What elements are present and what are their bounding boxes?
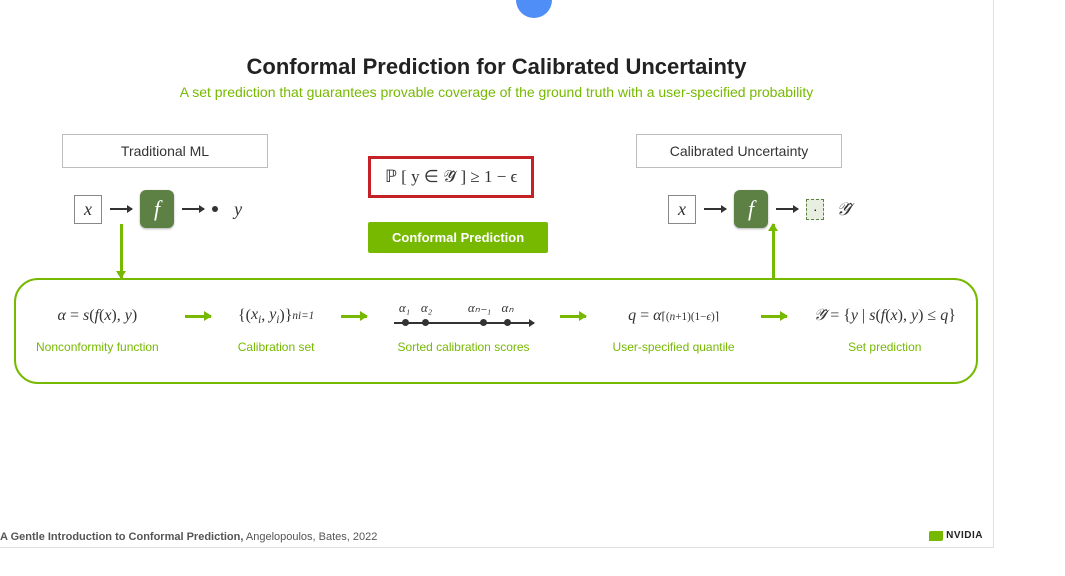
score-dot bbox=[402, 319, 409, 326]
alpha-label: αₙ₋₁ bbox=[468, 300, 491, 316]
step-sorted-scores: α₁ α₂ αₙ₋₁ αₙ Sorted calibration scores bbox=[394, 302, 534, 354]
axis-line bbox=[394, 322, 534, 324]
arrow-icon bbox=[776, 208, 798, 210]
score-dot bbox=[504, 319, 511, 326]
arrow-icon bbox=[182, 208, 204, 210]
output-set: 𝒴̂ bbox=[836, 199, 850, 220]
step-label: User-specified quantile bbox=[613, 340, 735, 354]
tab-indicator bbox=[516, 0, 552, 18]
citation-title: A Gentle Introduction to Conformal Predi… bbox=[0, 531, 243, 543]
slide: Conformal Prediction for Calibrated Unce… bbox=[0, 0, 994, 548]
formula: {(xi, yi)}ni=1 bbox=[238, 302, 314, 330]
arrow-icon bbox=[704, 208, 726, 210]
output-y: y bbox=[234, 199, 242, 220]
number-line: α₁ α₂ αₙ₋₁ αₙ bbox=[394, 302, 534, 330]
alpha-label: αₙ bbox=[502, 300, 514, 316]
step-quantile: q = α⌈(n+1)(1−ϵ)⌉ User-specified quantil… bbox=[613, 302, 735, 354]
arrow-up-icon bbox=[772, 224, 775, 278]
alpha-label: α₁ bbox=[399, 300, 410, 316]
input-x: x bbox=[74, 195, 102, 224]
formula: α = s(f(x), y) bbox=[58, 302, 138, 330]
model-f: f bbox=[140, 190, 174, 228]
alpha-label: α₂ bbox=[421, 300, 432, 316]
formula: 𝒴̂ = {y | s(f(x), y) ≤ q} bbox=[814, 302, 956, 330]
arrow-icon bbox=[185, 315, 211, 318]
step-nonconformity: α = s(f(x), y) Nonconformity function bbox=[36, 302, 159, 354]
nvidia-logo: nvidia bbox=[929, 530, 983, 541]
arrow-icon bbox=[110, 208, 132, 210]
traditional-ml-flow: x f y bbox=[74, 190, 242, 228]
arrow-icon bbox=[761, 315, 787, 318]
score-dot bbox=[480, 319, 487, 326]
calibrated-flow: x f · 𝒴̂ bbox=[668, 190, 851, 228]
arrow-down-icon bbox=[120, 224, 123, 278]
arrow-icon bbox=[560, 315, 586, 318]
citation-authors: Angelopoulos, Bates, 2022 bbox=[243, 531, 377, 543]
citation: A Gentle Introduction to Conformal Predi… bbox=[0, 531, 377, 543]
calibrated-uncertainty-box: Calibrated Uncertainty bbox=[636, 134, 842, 168]
formula: q = α⌈(n+1)(1−ϵ)⌉ bbox=[628, 302, 719, 330]
pipeline: α = s(f(x), y) Nonconformity function {(… bbox=[14, 278, 978, 384]
traditional-ml-box: Traditional ML bbox=[62, 134, 268, 168]
model-f: f bbox=[734, 190, 768, 228]
step-label: Calibration set bbox=[238, 340, 315, 354]
nvidia-text: nvidia bbox=[946, 530, 983, 541]
prob-formula: ℙ [ y ∈ 𝒴̂ ] ≥ 1 − ϵ bbox=[385, 167, 517, 186]
step-label: Set prediction bbox=[848, 340, 921, 354]
arrow-icon bbox=[341, 315, 367, 318]
probability-guarantee: ℙ [ y ∈ 𝒴̂ ] ≥ 1 − ϵ bbox=[368, 156, 534, 198]
point-output-icon bbox=[212, 206, 218, 212]
conformal-prediction-pill: Conformal Prediction bbox=[368, 222, 548, 253]
slide-title: Conformal Prediction for Calibrated Unce… bbox=[0, 54, 993, 80]
score-dot bbox=[422, 319, 429, 326]
nvidia-eye-icon bbox=[929, 531, 943, 541]
set-box-icon: · bbox=[806, 199, 824, 220]
slide-subtitle: A set prediction that guarantees provabl… bbox=[0, 84, 993, 100]
step-set-prediction: 𝒴̂ = {y | s(f(x), y) ≤ q} Set prediction bbox=[814, 302, 956, 354]
step-label: Sorted calibration scores bbox=[397, 340, 529, 354]
input-x: x bbox=[668, 195, 696, 224]
set-output: · 𝒴̂ bbox=[806, 199, 850, 220]
step-label: Nonconformity function bbox=[36, 340, 159, 354]
step-calibration-set: {(xi, yi)}ni=1 Calibration set bbox=[238, 302, 315, 354]
